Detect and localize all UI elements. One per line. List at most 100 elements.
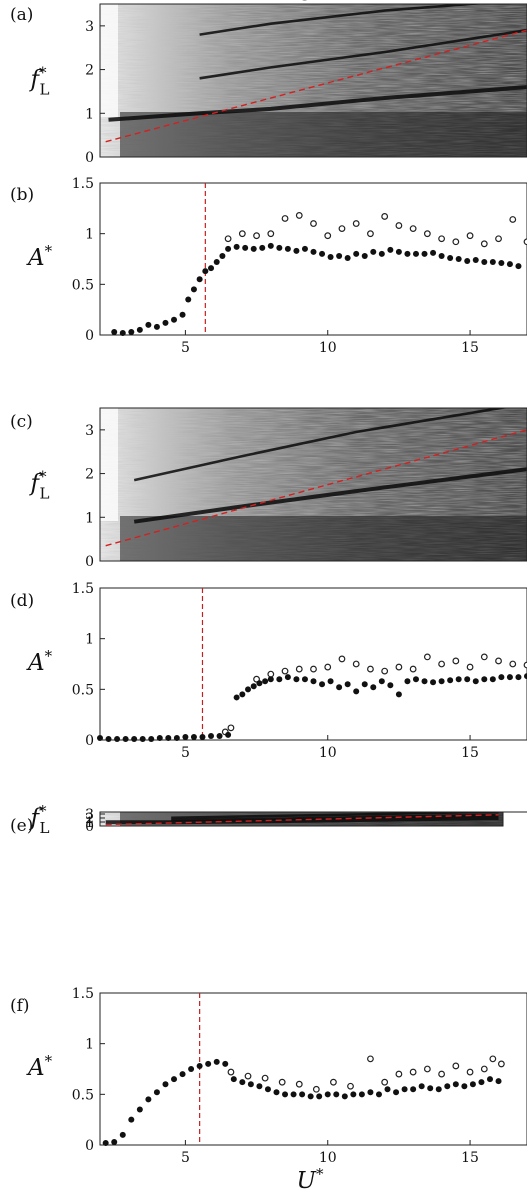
- open-marker: [267, 230, 275, 238]
- y-tick-label: 1: [85, 815, 94, 831]
- open-marker: [330, 1078, 337, 1086]
- filled-marker: [173, 734, 180, 741]
- filled-marker: [208, 732, 215, 739]
- filled-marker: [111, 1138, 118, 1145]
- filled-marker: [506, 674, 513, 681]
- filled-marker: [461, 1083, 468, 1090]
- open-marker: [523, 238, 527, 246]
- y-tick-label: 0.5: [72, 1087, 94, 1103]
- filled-marker: [190, 286, 197, 293]
- open-marker: [261, 1074, 269, 1082]
- filled-marker: [247, 1081, 254, 1088]
- open-marker: [438, 1070, 446, 1078]
- filled-marker: [225, 245, 232, 252]
- spectrogram: [100, 4, 527, 157]
- filled-marker: [233, 243, 240, 250]
- open-marker: [423, 653, 431, 661]
- filled-marker: [486, 1076, 493, 1083]
- filled-marker: [498, 674, 505, 681]
- filled-marker: [233, 694, 240, 701]
- open-marker: [466, 1068, 474, 1076]
- filled-marker: [353, 688, 360, 695]
- filled-marker: [153, 1089, 160, 1096]
- filled-marker: [136, 1106, 143, 1113]
- filled-marker: [350, 1091, 357, 1098]
- filled-marker: [464, 676, 471, 683]
- open-marker: [409, 225, 417, 233]
- filled-marker: [378, 250, 385, 257]
- filled-marker: [128, 328, 135, 335]
- spectrogram-lowband: [120, 112, 527, 157]
- filled-marker: [102, 1139, 109, 1146]
- filled-marker: [122, 735, 129, 742]
- filled-marker: [205, 1060, 212, 1067]
- filled-marker: [435, 1086, 442, 1093]
- filled-marker: [430, 249, 437, 256]
- open-marker: [281, 667, 289, 675]
- reference-line: [105, 29, 527, 143]
- reference-line: [105, 429, 527, 547]
- open-marker: [497, 1060, 505, 1068]
- open-marker: [295, 212, 303, 219]
- filled-marker: [273, 1089, 280, 1096]
- filled-marker: [524, 673, 527, 680]
- filled-marker: [171, 316, 178, 323]
- open-marker: [423, 230, 431, 238]
- panel-label: (e): [10, 816, 33, 836]
- filled-marker: [208, 265, 215, 272]
- y-tick-label: 1.5: [72, 176, 94, 192]
- filled-marker: [171, 1076, 178, 1083]
- open-marker: [238, 230, 246, 238]
- plot-frame: [99, 407, 527, 562]
- filled-marker: [319, 250, 326, 257]
- filled-marker: [264, 1086, 271, 1093]
- filled-marker: [515, 674, 522, 681]
- filled-marker: [489, 676, 496, 683]
- spectrogram-blank: [100, 408, 118, 521]
- x-tick-label: 15: [461, 340, 479, 356]
- filled-marker: [182, 733, 189, 740]
- y-axis-label: f* L: [29, 802, 50, 837]
- filled-marker: [119, 1131, 126, 1138]
- filled-marker: [412, 676, 419, 683]
- open-marker: [452, 1062, 460, 1070]
- filled-marker: [361, 252, 368, 259]
- open-marker: [381, 667, 389, 675]
- filled-marker: [293, 247, 300, 254]
- open-marker: [395, 663, 403, 671]
- plot-frame: [99, 3, 527, 158]
- y-tick-label: 0: [85, 554, 94, 570]
- filled-marker: [276, 676, 283, 683]
- filled-marker: [282, 1091, 289, 1098]
- open-marker: [409, 665, 417, 673]
- filled-marker: [421, 250, 428, 257]
- filled-marker: [128, 1116, 135, 1123]
- filled-marker: [196, 1062, 203, 1069]
- filled-marker: [114, 735, 121, 742]
- filled-marker: [239, 691, 246, 698]
- filled-marker: [310, 678, 317, 685]
- filled-marker: [421, 678, 428, 685]
- x-tick-label: 5: [181, 1150, 190, 1166]
- filled-marker: [353, 250, 360, 257]
- filled-marker: [452, 1081, 459, 1088]
- y-tick-label: 1: [85, 227, 94, 243]
- y-tick-label: 1: [85, 632, 94, 648]
- filled-marker: [97, 734, 103, 741]
- open-marker: [324, 663, 332, 671]
- open-marker: [395, 1070, 403, 1078]
- filled-marker: [267, 242, 274, 249]
- plot-frame: [99, 587, 527, 741]
- open-marker: [495, 235, 502, 243]
- open-marker: [310, 220, 317, 227]
- open-marker: [281, 215, 289, 222]
- filled-marker: [324, 1091, 331, 1098]
- filled-marker: [250, 683, 257, 690]
- panel-label: (a): [10, 5, 33, 25]
- open-marker: [253, 675, 260, 683]
- y-tick-label: 1: [85, 510, 94, 526]
- filled-marker: [412, 250, 419, 257]
- filled-marker: [259, 244, 266, 251]
- filled-marker: [145, 321, 152, 328]
